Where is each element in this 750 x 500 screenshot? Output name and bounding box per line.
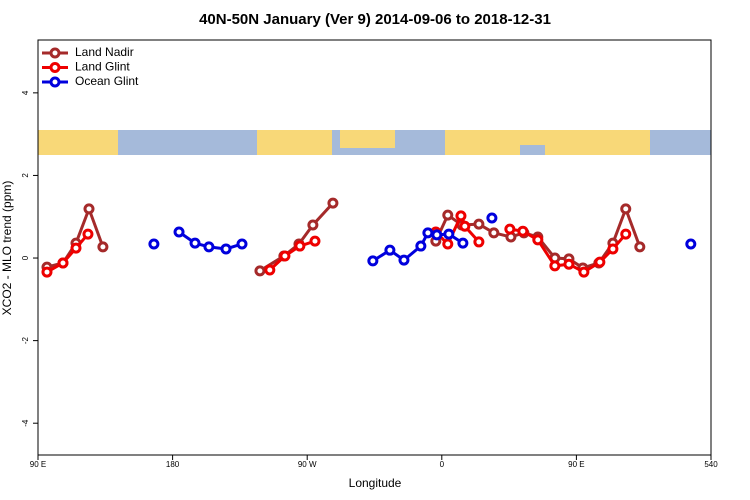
data-point	[486, 212, 498, 224]
y-axis-label: XCO2 - MLO trend (ppm)	[0, 181, 14, 316]
map-strip	[38, 130, 711, 155]
data-point	[309, 235, 321, 247]
x-tick-label: 0	[440, 460, 445, 469]
y-tick-label: 0	[21, 255, 30, 260]
data-point	[442, 238, 454, 250]
data-point	[517, 225, 529, 237]
plot-frame	[37, 39, 712, 456]
data-point	[422, 227, 434, 239]
x-axis-label: Longitude	[349, 476, 402, 490]
y-tick-label: 4	[21, 90, 30, 95]
data-point	[431, 229, 443, 241]
data-point	[459, 220, 471, 232]
data-point	[398, 254, 410, 266]
data-point	[578, 266, 590, 278]
legend-label: Ocean Glint	[75, 74, 139, 88]
data-point	[443, 228, 455, 240]
y-tick-label: 2	[21, 173, 30, 178]
series-line	[268, 239, 316, 272]
data-point	[220, 243, 232, 255]
data-point	[327, 197, 339, 209]
data-point	[607, 243, 619, 255]
data-point	[473, 236, 485, 248]
y-tick-label: -2	[21, 337, 30, 345]
data-point	[57, 257, 69, 269]
x-tick-label: 540	[704, 460, 718, 469]
data-point	[279, 250, 291, 262]
series-line	[259, 202, 335, 273]
legend-label: Land Nadir	[75, 45, 134, 59]
data-point	[620, 203, 632, 215]
data-point	[97, 241, 109, 253]
data-point	[563, 258, 575, 270]
data-point	[620, 228, 632, 240]
data-point	[594, 256, 606, 268]
data-point	[473, 218, 485, 230]
data-point	[203, 241, 215, 253]
x-tick-label: 90 E	[30, 460, 46, 469]
legend-marker	[49, 62, 61, 73]
data-point	[415, 240, 427, 252]
data-point	[549, 260, 561, 272]
data-point	[307, 219, 319, 231]
data-point	[254, 265, 266, 277]
data-point	[634, 241, 646, 253]
data-point	[367, 255, 379, 267]
data-point	[83, 203, 95, 215]
legend-label: Land Glint	[75, 60, 130, 74]
x-tick-label: 180	[166, 460, 180, 469]
data-point	[189, 237, 201, 249]
data-point	[148, 238, 160, 250]
data-point	[173, 226, 185, 238]
data-point	[294, 240, 306, 252]
x-tick-label: 90 E	[568, 460, 584, 469]
data-point	[532, 234, 544, 246]
data-point	[70, 242, 82, 254]
series-line	[46, 233, 90, 274]
chart-title: 40N-50N January (Ver 9) 2014-09-06 to 20…	[199, 11, 551, 28]
data-point	[384, 244, 396, 256]
legend-marker	[49, 76, 61, 88]
x-tick-label: 90 W	[298, 460, 317, 469]
y-tick-label: -4	[21, 419, 30, 427]
data-point	[442, 209, 454, 221]
data-point	[455, 210, 467, 222]
data-point	[685, 238, 697, 250]
data-point	[264, 264, 276, 276]
data-point	[236, 238, 248, 250]
data-point	[488, 227, 500, 239]
legend-marker	[49, 47, 61, 59]
data-point	[82, 228, 94, 240]
data-point	[504, 223, 516, 235]
data-point	[457, 237, 469, 249]
data-point	[41, 266, 53, 278]
